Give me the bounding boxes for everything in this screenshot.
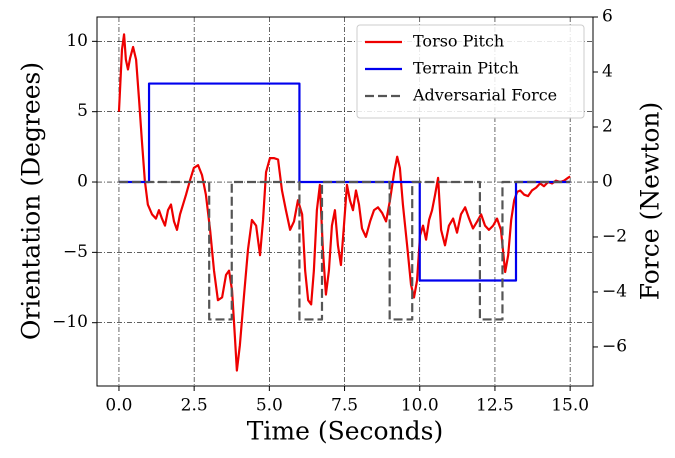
y-tick-label: 10 — [66, 31, 88, 51]
x-tick-label: 12.5 — [476, 396, 514, 416]
y-tick-label: 5 — [77, 101, 88, 121]
y2-tick-label: −6 — [602, 336, 627, 356]
y2-tick-label: −4 — [602, 281, 627, 301]
series-line — [117, 33, 571, 372]
legend-label: Torso Pitch — [413, 32, 504, 51]
y2-tick-label: −2 — [602, 226, 627, 246]
x-tick-label: 7.5 — [331, 396, 358, 416]
legend-label: Adversarial Force — [412, 86, 557, 105]
y-tick-label: −5 — [63, 242, 88, 262]
x-axis-label: Time (Seconds) — [247, 417, 444, 446]
legend-box — [356, 24, 585, 119]
y2-tick-label: 4 — [602, 61, 613, 81]
y-axis-label: Orientation (Degrees) — [17, 62, 46, 340]
x-tick-label: 15.0 — [551, 396, 589, 416]
plot-frame — [96, 16, 594, 387]
series-line — [118, 180, 571, 321]
legend-label: Terrain Pitch — [413, 59, 519, 78]
x-tick-label: 0.0 — [105, 396, 132, 416]
y2-tick-label: 0 — [602, 171, 613, 191]
x-tick-label: 10.0 — [401, 396, 439, 416]
y2-tick-label: 2 — [602, 116, 613, 136]
y2-axis-label: Force (Newton) — [636, 102, 665, 301]
y2-tick-label: 6 — [602, 7, 613, 27]
y-tick-label: −10 — [52, 312, 88, 332]
x-tick-label: 2.5 — [181, 396, 208, 416]
x-tick-label: 5.0 — [256, 396, 283, 416]
y-tick-label: 0 — [77, 172, 88, 192]
series-line — [118, 82, 571, 282]
